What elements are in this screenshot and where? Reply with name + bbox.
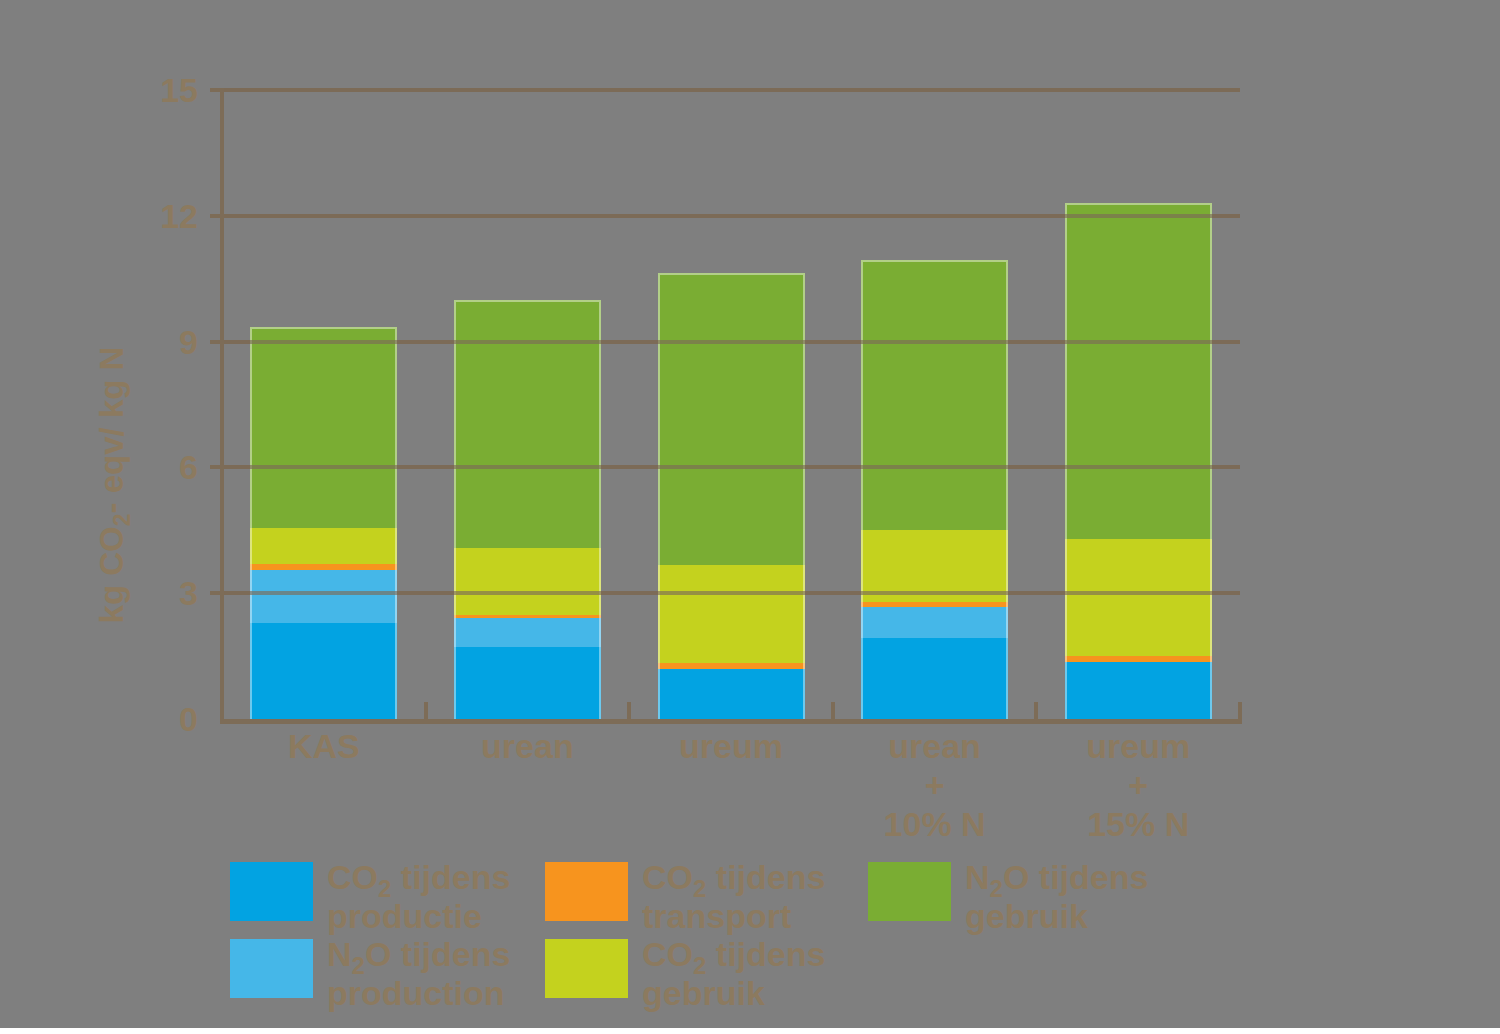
legend-label-line1: CO2 tijdens — [642, 935, 825, 974]
legend-label: N2O tijdensproduction — [327, 935, 510, 1013]
bar-highlight-edge — [861, 260, 1008, 719]
x-axis-line — [220, 719, 1242, 724]
y-tick-label: 12 — [118, 199, 198, 233]
bar-urean — [454, 300, 601, 719]
legend-label: CO2 tijdensproductie — [327, 858, 510, 936]
gridline-overlay-6 — [222, 465, 1240, 469]
gridline-overlay-3 — [222, 591, 1240, 595]
gridline-overlay-15 — [222, 88, 1240, 92]
legend-label-line2: gebruik — [965, 897, 1148, 936]
bar-highlight-edge — [250, 327, 397, 719]
legend-label: CO2 tijdenstransport — [642, 858, 825, 936]
legend-swatch-gebruik — [868, 862, 951, 921]
x-tick-label-line: ureum — [988, 727, 1288, 766]
x-tick-label-line: 15% N — [988, 805, 1288, 844]
gridline-overlay-9 — [222, 340, 1240, 344]
legend-label-line2: gebruik — [642, 974, 825, 1013]
legend-label-line2: transport — [642, 897, 825, 936]
x-tick-mark — [1034, 702, 1038, 719]
legend-label-line2: production — [327, 974, 510, 1013]
x-tick-mark — [831, 702, 835, 719]
legend-label-line1: N2O tijdens — [965, 858, 1148, 897]
x-tick-mark — [424, 702, 428, 719]
legend-swatch-productie — [230, 862, 313, 921]
legend-label-line1: N2O tijdens — [327, 935, 510, 974]
legend-swatch-transport — [545, 862, 628, 921]
legend-swatch-gebruik — [545, 939, 628, 998]
legend-swatch-production — [230, 939, 313, 998]
legend-label-line2: productie — [327, 897, 510, 936]
bottom-white-strip — [0, 1028, 1500, 1034]
x-tick-mark — [1238, 702, 1242, 719]
x-tick-mark — [627, 702, 631, 719]
y-tick-label: 6 — [118, 450, 198, 484]
x-tick-label: ureum+15% N — [988, 727, 1288, 844]
bar-KAS — [250, 327, 397, 719]
y-tick-label: 9 — [118, 325, 198, 359]
x-tick-label-line: + — [988, 766, 1288, 805]
chart-background: kg CO2- eqv/ kg N 03691215KASureanureumu… — [0, 0, 1500, 1034]
bar-highlight-edge — [454, 300, 601, 719]
bar-highlight-edge — [1065, 203, 1212, 719]
legend-label: CO2 tijdensgebruik — [642, 935, 825, 1013]
gridline-overlay-12 — [222, 214, 1240, 218]
y-axis-line — [220, 88, 224, 724]
y-tick-label: 15 — [118, 73, 198, 107]
bar-ureum + 15% N — [1065, 203, 1212, 719]
legend-label: N2O tijdensgebruik — [965, 858, 1148, 936]
legend-label-line1: CO2 tijdens — [642, 858, 825, 897]
legend-label-line1: CO2 tijdens — [327, 858, 510, 897]
y-tick-label: 3 — [118, 576, 198, 610]
bar-urean + 10% N — [861, 260, 1008, 719]
